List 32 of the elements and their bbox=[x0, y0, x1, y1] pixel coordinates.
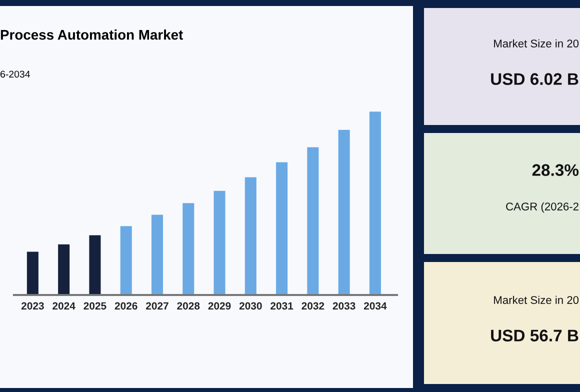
bar bbox=[182, 203, 194, 295]
bar bbox=[338, 130, 350, 295]
bar bbox=[151, 214, 163, 295]
bar bbox=[369, 112, 381, 295]
x-tick-label: 2034 bbox=[364, 302, 387, 310]
x-tick-label: 2031 bbox=[270, 302, 294, 310]
x-tick-label: 2027 bbox=[146, 302, 168, 310]
bar bbox=[120, 226, 132, 295]
text: CAGR (2026-2 bbox=[506, 202, 578, 213]
x-tick-label: 2023 bbox=[21, 302, 44, 310]
bar bbox=[26, 252, 38, 295]
bar bbox=[307, 147, 319, 295]
x-tick-label: 2029 bbox=[208, 302, 231, 310]
x-tick-label: 2030 bbox=[239, 302, 262, 310]
x-tick-label: 2028 bbox=[177, 302, 200, 310]
text: Market Size in 20 bbox=[494, 296, 579, 304]
bar bbox=[276, 162, 288, 295]
chart-subtitle: 6-2034 bbox=[0, 70, 30, 78]
x-tick-label: 2033 bbox=[332, 302, 356, 310]
bar bbox=[244, 177, 256, 295]
text: USD 6.02 B bbox=[491, 73, 578, 85]
x-tick-label: 2024 bbox=[52, 302, 76, 310]
bar bbox=[214, 190, 226, 295]
text: Market Size in 20 bbox=[494, 39, 579, 48]
x-tick-label: 2032 bbox=[302, 302, 324, 310]
x-tick-label: 2026 bbox=[114, 302, 138, 310]
text: USD 56.7 B bbox=[491, 330, 578, 342]
bar bbox=[89, 235, 101, 295]
chart-title: Process Automation Market bbox=[0, 30, 183, 40]
bar bbox=[58, 244, 70, 295]
text: 28.3% bbox=[532, 164, 579, 176]
x-tick-label: 2025 bbox=[84, 302, 106, 310]
